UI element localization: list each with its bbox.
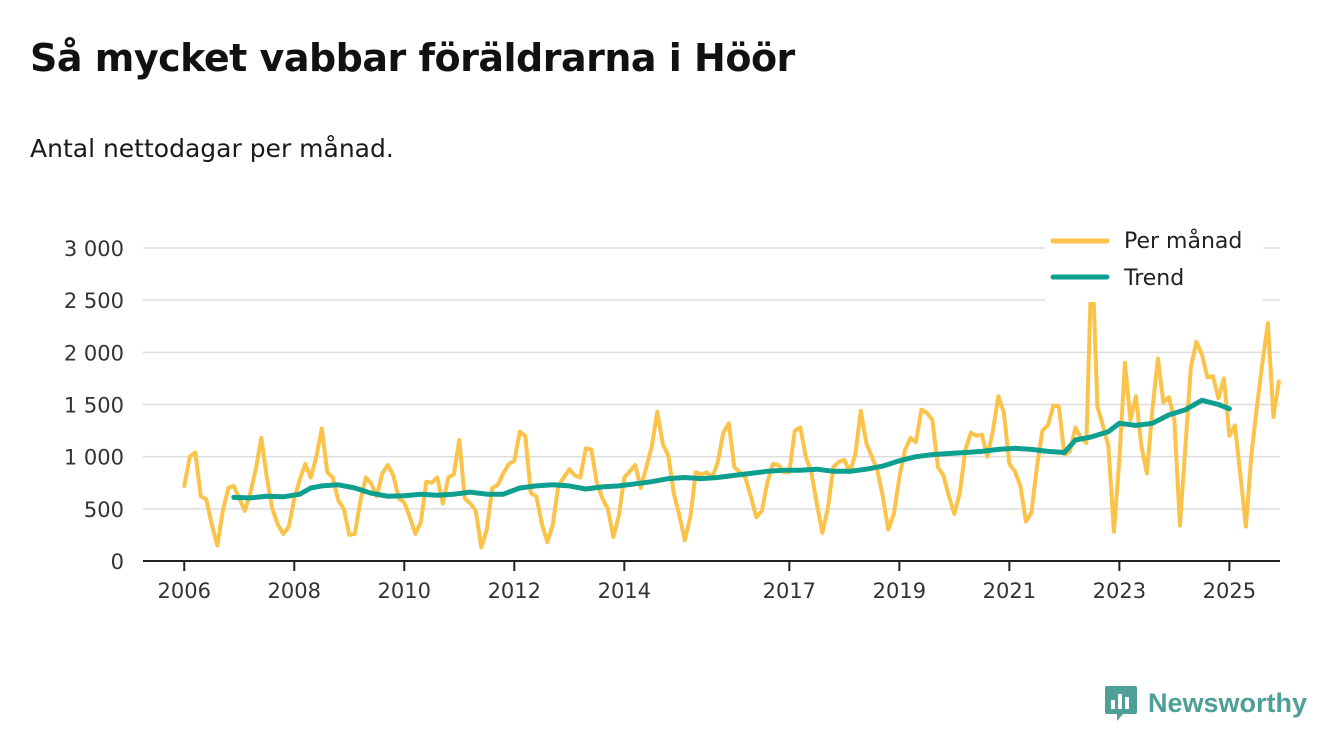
x-tick-label: 2017	[763, 579, 816, 603]
legend-label-per-manad: Per månad	[1124, 228, 1242, 254]
x-tick-label: 2014	[598, 579, 651, 603]
x-axis: 2006 2008 2010 2012 2014 2017 2019 2021 2023 2025	[143, 560, 1280, 603]
x-tick-label: 2008	[268, 579, 321, 603]
y-tick-label: 2 500	[64, 289, 124, 313]
x-tick-label: 2006	[158, 579, 211, 603]
x-tick-label: 2012	[488, 579, 541, 603]
x-tick-label: 2021	[983, 579, 1036, 603]
legend-background	[1045, 224, 1263, 302]
y-tick-label: 2 000	[64, 341, 124, 365]
chart-subtitle: Antal nettodagar per månad.	[30, 134, 394, 163]
x-tick-label: 2025	[1203, 579, 1256, 603]
y-tick-label: 3 000	[64, 237, 124, 261]
legend-label-trend: Trend	[1123, 266, 1184, 291]
newsworthy-brand: Newsworthy	[1104, 684, 1307, 722]
legend: Per månad Trend	[1045, 224, 1263, 302]
y-tick-label: 0	[111, 550, 124, 574]
series-lines	[182, 246, 1281, 550]
brand-name: Newsworthy	[1147, 687, 1307, 718]
newsworthy-logo-icon	[1104, 686, 1137, 721]
chart-title: Så mycket vabbar föräldrarna i Höör	[30, 36, 795, 80]
y-tick-label: 500	[84, 498, 124, 522]
x-tick-label: 2019	[873, 579, 926, 603]
y-tick-label: 1 000	[64, 446, 124, 470]
monthly-series-line	[182, 246, 1281, 550]
y-tick-label: 1 500	[64, 394, 124, 418]
trend-series-line	[231, 397, 1232, 501]
y-axis-ticks: 0 500 1 000 1 500 2 000 2 500 3 000	[64, 237, 124, 574]
x-tick-label: 2023	[1093, 579, 1146, 603]
x-tick-label: 2010	[378, 579, 431, 603]
